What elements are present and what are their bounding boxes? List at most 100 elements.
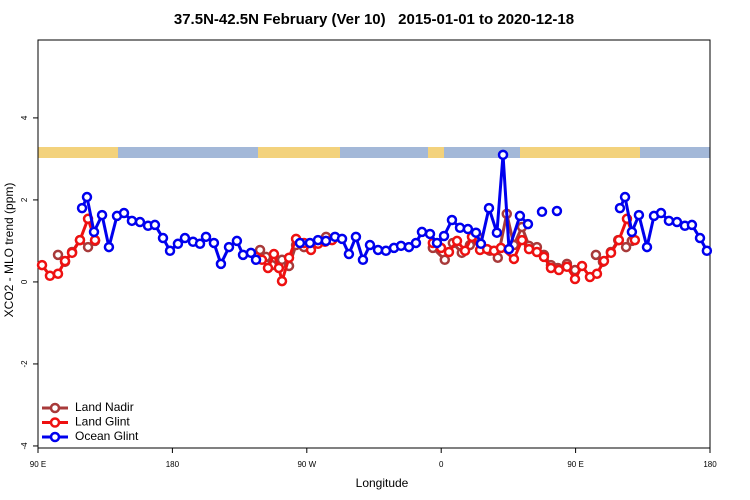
data-point <box>223 241 235 253</box>
data-point <box>59 255 71 267</box>
x-tick-label: 180 <box>703 460 717 469</box>
data-point <box>76 202 88 214</box>
data-point <box>96 209 108 221</box>
data-point <box>126 215 138 227</box>
data-point <box>516 234 528 246</box>
data-point <box>514 210 526 222</box>
data-point <box>44 270 56 282</box>
plot-frame <box>37 39 711 449</box>
data-point <box>629 234 641 246</box>
data-point <box>118 207 130 219</box>
data-point <box>655 207 667 219</box>
data-point <box>451 235 463 247</box>
data-point <box>66 247 78 259</box>
data-point <box>561 261 573 273</box>
data-point <box>626 226 638 238</box>
data-point <box>491 227 503 238</box>
data-point <box>164 245 176 257</box>
data-point <box>439 254 451 266</box>
land-band <box>258 147 340 158</box>
y-axis-label: XCO2 - MLO trend (ppm) <box>2 183 16 318</box>
data-point <box>89 234 101 246</box>
data-point <box>470 227 482 238</box>
data-point <box>304 237 316 249</box>
y-tick-label: 4 <box>20 115 29 120</box>
data-point <box>569 273 581 285</box>
data-point <box>395 240 407 252</box>
x-axis-label: Longitude <box>356 476 409 490</box>
land-band <box>38 147 118 158</box>
legend-marker <box>49 431 61 443</box>
data-point <box>701 245 713 257</box>
data-point <box>172 238 184 250</box>
data-point <box>536 206 548 218</box>
data-point <box>495 242 507 254</box>
data-point <box>462 223 474 235</box>
legend-marker <box>49 402 61 414</box>
data-point <box>605 247 617 259</box>
data-point <box>273 262 285 274</box>
data-point <box>576 260 588 272</box>
data-point <box>553 264 565 276</box>
data-point <box>380 245 392 257</box>
y-tick-label: 0 <box>20 279 29 284</box>
data-point <box>364 239 376 251</box>
data-point <box>446 214 458 226</box>
data-point <box>81 191 93 203</box>
data-point <box>350 231 362 243</box>
data-point <box>522 218 534 230</box>
data-point <box>231 235 243 247</box>
data-point <box>250 254 262 266</box>
ocean-band <box>38 147 710 158</box>
data-point <box>294 237 306 249</box>
data-point <box>208 237 220 249</box>
data-point <box>454 222 466 234</box>
y-tick-label: 2 <box>20 197 29 202</box>
data-point <box>598 255 610 267</box>
data-point <box>459 245 471 257</box>
series <box>36 213 641 287</box>
data-point <box>194 238 206 250</box>
data-point <box>483 202 495 214</box>
data-point <box>74 234 86 246</box>
data-point <box>686 219 698 231</box>
data-point <box>508 253 520 265</box>
legend-label: Ocean Glint <box>75 429 139 443</box>
legend-entry: Ocean Glint <box>42 429 139 443</box>
data-point <box>443 246 455 258</box>
land-band <box>428 147 444 158</box>
data-point <box>410 237 422 249</box>
data-point <box>36 259 48 271</box>
data-point <box>590 249 602 261</box>
x-tick-label: 90 W <box>297 460 316 469</box>
data-point <box>475 238 487 250</box>
data-point <box>245 247 257 259</box>
data-point <box>431 237 443 249</box>
legend-entry: Land Glint <box>42 415 130 429</box>
y-tick-label: -2 <box>20 360 29 368</box>
data-point <box>497 149 509 161</box>
data-point <box>641 241 653 253</box>
data-point <box>215 258 227 270</box>
data-point <box>320 235 332 247</box>
data-point <box>551 205 563 217</box>
data-point <box>103 241 115 253</box>
chart-title: 37.5N-42.5N February (Ver 10) 2015-01-01… <box>174 11 574 28</box>
data-point <box>633 209 645 221</box>
x-tick-label: 90 E <box>30 460 46 469</box>
y-tick-label: -4 <box>20 442 29 450</box>
legend-marker <box>49 417 61 428</box>
data-point <box>157 232 169 244</box>
legend-label: Land Nadir <box>75 400 134 414</box>
legend-label: Land Glint <box>75 415 130 429</box>
data-point <box>52 249 64 261</box>
data-point <box>276 275 288 287</box>
data-point <box>179 232 191 244</box>
data-point <box>613 234 625 246</box>
data-point <box>149 219 161 231</box>
data-point <box>134 216 146 228</box>
data-point <box>336 233 348 245</box>
data-point <box>620 241 632 253</box>
data-point <box>424 228 436 240</box>
